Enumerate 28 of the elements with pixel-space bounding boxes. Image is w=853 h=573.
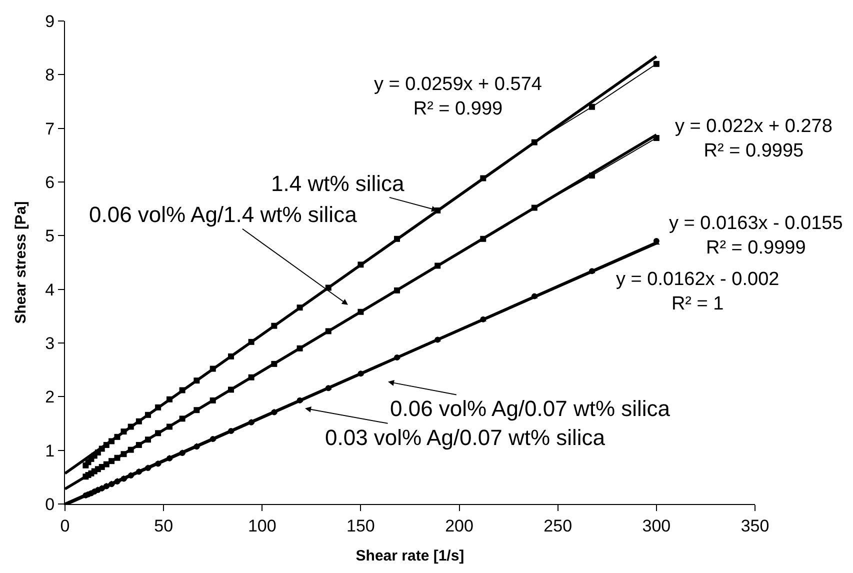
x-tick-label: 50	[154, 516, 174, 536]
y-tick-label: 7	[45, 119, 55, 138]
x-axis-title: Shear rate [1/s]	[356, 547, 464, 564]
y-tick-label: 1	[45, 441, 55, 460]
x-tick-label: 0	[60, 516, 70, 536]
x-tick-label: 200	[445, 516, 474, 536]
y-tick-label: 0	[45, 494, 55, 514]
y-tick-label: 4	[45, 280, 55, 300]
x-tick-label: 250	[544, 516, 572, 536]
x-tick-label: 350	[740, 516, 770, 536]
y-tick-label: 8	[45, 66, 55, 85]
y-tick-label: 9	[45, 12, 55, 31]
y-tick-label: 2	[45, 388, 55, 407]
annotation: y = 0.0162x - 0.002 R² = 1	[616, 269, 780, 315]
y-tick-label: 3	[45, 334, 55, 353]
y-tick-label: 6	[45, 172, 55, 192]
annotation: y = 0.0259x + 0.574 R² = 0.999	[374, 74, 542, 120]
annotation: y = 0.022x + 0.278 R² = 0.9995	[675, 116, 832, 162]
annotation: 1.4 wt% silica	[271, 171, 406, 196]
x-tick-label: 300	[642, 516, 671, 536]
x-tick-label: 100	[248, 516, 276, 536]
annotation: 0.03 vol% Ag/0.07 wt% silica	[325, 425, 606, 450]
y-axis-title: Shear stress [Pa]	[12, 201, 30, 324]
annotation: 0.06 vol% Ag/0.07 wt% silica	[390, 396, 671, 421]
x-tick-label: 150	[346, 516, 375, 536]
annotation: y = 0.0163x - 0.0155 R² = 0.9999	[669, 213, 843, 259]
y-tick-label: 5	[45, 226, 55, 246]
annotation: 0.06 vol% Ag/1.4 wt% silica	[89, 202, 358, 227]
